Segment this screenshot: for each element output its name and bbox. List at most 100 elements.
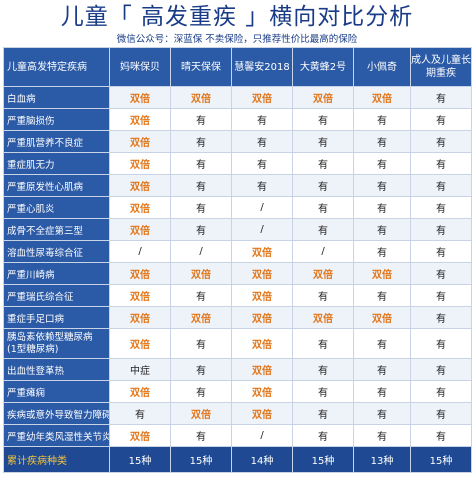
row-label: 严重瑞氏综合征 [3, 284, 110, 307]
table-cell: 有 [231, 174, 293, 197]
table-cell: 双倍 [109, 328, 171, 359]
table-cell: 有 [353, 174, 411, 197]
table-cell: 有 [410, 130, 472, 153]
table-row: 胰岛素依赖型糖尿病 (1型糖尿病) 双倍有双倍有有有 [3, 328, 472, 359]
table-row: 出血性登革热 中症有双倍有有有 [3, 358, 472, 381]
table-cell: 有 [170, 284, 232, 307]
table-cell: / [231, 424, 293, 447]
table-row: 严重幼年类风湿性关节炎 双倍有 / 有有有 [3, 424, 472, 447]
table-cell: 双倍 [109, 306, 171, 329]
header-row: 儿童高发特定疾病 妈咪保贝 晴天保保 慧馨安2018 大黄蜂2号 小佩奇 成人及… [3, 47, 472, 87]
table-cell: 有 [410, 86, 472, 109]
header-product: 妈咪保贝 [109, 47, 171, 87]
table-cell: 有 [353, 240, 411, 263]
table-cell: 有 [292, 402, 354, 425]
table-cell: 双倍 [231, 306, 293, 329]
header-product: 慧馨安2018 [231, 47, 293, 87]
table-cell: 双倍 [231, 284, 293, 307]
row-label: 出血性登革热 [3, 358, 110, 381]
table-cell: 双倍 [170, 86, 232, 109]
table-cell: / [231, 196, 293, 219]
table-cell: 有 [170, 328, 232, 359]
table-row: 严重原发性心肌病 双倍有有有有有 [3, 174, 472, 197]
table-cell: 有 [170, 358, 232, 381]
table-cell: 有 [410, 358, 472, 381]
table-cell: 有 [410, 284, 472, 307]
table-cell: 双倍 [231, 358, 293, 381]
table-row: 严重脑损伤 双倍有有有有有 [3, 108, 472, 131]
table-cell: 双倍 [231, 240, 293, 263]
table-row: 成骨不全症第三型 双倍有 / 有有有 [3, 218, 472, 241]
table-cell: 有 [410, 196, 472, 219]
row-label: 重症肌无力 [3, 152, 110, 175]
table-row: 严重瘫痫 双倍有双倍有有有 [3, 380, 472, 403]
comparison-table: 儿童高发特定疾病 妈咪保贝 晴天保保 慧馨安2018 大黄蜂2号 小佩奇 成人及… [3, 47, 472, 473]
table-cell: 双倍 [292, 86, 354, 109]
table-cell: 有 [231, 152, 293, 175]
row-label: 严重肌营养不良症 [3, 130, 110, 153]
table-cell: 有 [170, 424, 232, 447]
table-cell: 有 [353, 130, 411, 153]
table-cell: 有 [170, 174, 232, 197]
table-cell: 有 [353, 358, 411, 381]
table-cell: 有 [410, 152, 472, 175]
table-cell: 有 [292, 152, 354, 175]
table-cell: 双倍 [353, 306, 411, 329]
table-cell: 有 [292, 130, 354, 153]
total-cell: 14种 [231, 446, 293, 473]
row-label: 严重心肌炎 [3, 196, 110, 219]
totals-row: 累计疾病种类 15种 15种 14种 15种 13种 15种 [3, 446, 472, 473]
table-row: 疾病或意外导致智力障碍有双倍 双倍有有有 [3, 402, 472, 425]
table-cell: 双倍 [109, 86, 171, 109]
table-cell: 有 [109, 402, 171, 425]
table-cell: 双倍 [109, 108, 171, 131]
row-label: 疾病或意外导致智力障碍 [3, 402, 110, 425]
table-row: 严重心肌炎 双倍有 / 有有有 [3, 196, 472, 219]
table-cell: 有 [292, 424, 354, 447]
table-cell: 有 [353, 196, 411, 219]
table-cell: 有 [353, 424, 411, 447]
total-cell: 13种 [353, 446, 411, 473]
table-cell: 有 [170, 380, 232, 403]
table-cell: 有 [292, 174, 354, 197]
header-disease-label: 儿童高发特定疾病 [3, 47, 110, 87]
table-row: 溶血性尿毒综合征 / / 双倍 / 有有 [3, 240, 472, 263]
table-cell: / [231, 218, 293, 241]
table-cell: 有 [170, 196, 232, 219]
table-cell: 双倍 [109, 218, 171, 241]
table-cell: 有 [170, 218, 232, 241]
table-cell: 有 [410, 218, 472, 241]
table-cell: 有 [170, 108, 232, 131]
table-cell: 有 [353, 284, 411, 307]
table-cell: 有 [353, 380, 411, 403]
total-cell: 15种 [410, 446, 472, 473]
table-cell: 有 [410, 240, 472, 263]
table-cell: 有 [292, 380, 354, 403]
table-cell: 双倍 [231, 86, 293, 109]
table-cell: 双倍 [292, 306, 354, 329]
table-cell: 双倍 [231, 262, 293, 285]
total-cell: 15种 [109, 446, 171, 473]
page-title: 儿童「 高发重疾 」横向对比分析 [60, 4, 414, 30]
table-cell: 双倍 [109, 262, 171, 285]
table-row: 严重瑞氏综合征 双倍有双倍有有有 [3, 284, 472, 307]
table-cell: 有 [292, 328, 354, 359]
table-cell: 有 [353, 108, 411, 131]
table-cell: 双倍 [109, 196, 171, 219]
table-cell: 有 [410, 402, 472, 425]
table-row: 重症肌无力 双倍有有有有有 [3, 152, 472, 175]
table-cell: 有 [292, 358, 354, 381]
row-label: 白血病 [3, 86, 110, 109]
row-label: 严重脑损伤 [3, 108, 110, 131]
table-cell: 有 [170, 152, 232, 175]
row-label: 严重川崎病 [3, 262, 110, 285]
table-cell: / [292, 240, 354, 263]
header-product: 大黄蜂2号 [292, 47, 354, 87]
row-label: 胰岛素依赖型糖尿病 (1型糖尿病) [3, 328, 110, 359]
row-label: 严重瘫痫 [3, 380, 110, 403]
table-cell: 有 [410, 424, 472, 447]
table-cell: 双倍 [231, 402, 293, 425]
table-cell: / [109, 240, 171, 263]
table-cell: 双倍 [231, 328, 293, 359]
table-cell: 双倍 [170, 402, 232, 425]
